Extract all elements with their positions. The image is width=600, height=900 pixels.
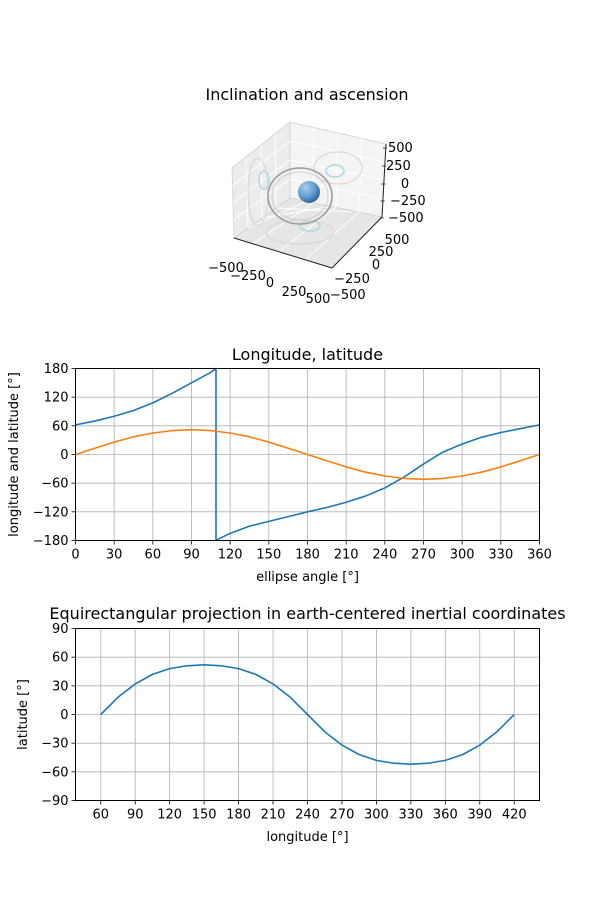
axis-z-line: [381, 143, 387, 218]
y-tick-label: 180: [44, 362, 69, 377]
x-tick-label: 210: [334, 548, 359, 563]
x-tick-label: 180: [295, 548, 320, 563]
y-tick-label: −90: [41, 794, 68, 809]
y-tick-label: 30: [52, 679, 69, 694]
series-line-2: [75, 428, 540, 481]
y-tick-label: 60: [52, 419, 69, 434]
z-tick-label-3d: 250: [386, 159, 411, 174]
z-tick-label-3d: −250: [390, 194, 426, 209]
y-tick-label: −30: [41, 737, 68, 752]
y-tick-label: −120: [33, 505, 69, 520]
x-tick-label: 300: [364, 808, 389, 823]
y-tick-label-3d: 250: [369, 245, 394, 260]
x-tick-label: 360: [527, 548, 552, 563]
x-tick-label: 210: [261, 808, 286, 823]
x-tick-label: 60: [145, 548, 162, 563]
y-tick-label: 90: [52, 622, 69, 637]
x-tick-label: 0: [71, 548, 79, 563]
y-tick-label: 60: [52, 651, 69, 666]
y-tick-label-3d: 500: [385, 233, 410, 248]
y-tick-label: 0: [60, 708, 68, 723]
y-axis-label-3: latitude [°]: [16, 679, 31, 750]
y-tick-label: −60: [41, 477, 68, 492]
axis-x-line: [233, 237, 333, 269]
x-tick-label-3d: −500: [208, 261, 244, 276]
y-tick-label: −60: [41, 765, 68, 780]
inclination-3d-panel: Inclination and ascension: [205, 85, 425, 307]
projection-back: [325, 164, 345, 178]
x-tick-label-3d: 250: [282, 285, 307, 300]
x-tick-label: 90: [183, 548, 200, 563]
earth-sphere: [298, 181, 320, 203]
y-tick-label-3d: −250: [334, 272, 370, 287]
orbit-ring-inner: [271, 171, 329, 221]
series-line-1: [75, 367, 540, 542]
y-tick-label-3d: −500: [330, 288, 366, 303]
x-tick-label: 270: [330, 808, 355, 823]
y-axis-label-2: longitude and latitude [°]: [7, 372, 22, 537]
x-tick-label: 150: [256, 548, 281, 563]
x-tick-label: 150: [192, 808, 217, 823]
y-tick-label-3d: 0: [372, 258, 380, 273]
x-tick-label-3d: 0: [266, 276, 274, 291]
x-tick-label: 180: [226, 808, 251, 823]
x-tick-label: 270: [411, 548, 436, 563]
z-tick-label-3d: −500: [388, 211, 424, 226]
orbit-ring: [267, 167, 333, 225]
equirectangular-panel: Equirectangular projection in earth-cent…: [16, 604, 566, 845]
x-tick-label: 330: [488, 548, 513, 563]
x-tick-label: 30: [106, 548, 123, 563]
chart-title-3: Equirectangular projection in earth-cent…: [49, 604, 565, 623]
x-tick-label: 360: [433, 808, 458, 823]
x-tick-label: 240: [295, 808, 320, 823]
z-tick-label-3d: 0: [401, 177, 409, 192]
x-tick-label-3d: −250: [230, 269, 266, 284]
y-tick-label: 0: [60, 448, 68, 463]
x-tick-label: 120: [157, 808, 182, 823]
x-tick-label: 120: [218, 548, 243, 563]
chart-title-2: Longitude, latitude: [232, 345, 383, 364]
longitude-latitude-panel: Longitude, latitude 0 30 60 90 120 150 180 210 2…: [7, 345, 552, 585]
orbit-trace-back: [313, 151, 363, 185]
x-tick-label: 60: [92, 808, 109, 823]
axis-y-line: [331, 216, 383, 269]
x-tick-label-3d: 500: [306, 292, 331, 307]
x-tick-label: 390: [467, 808, 492, 823]
x-axis-label-2: ellipse angle [°]: [256, 570, 359, 585]
x-axis-label-3: longitude [°]: [266, 830, 348, 845]
series-line-1: [100, 664, 515, 765]
x-tick-label: 300: [450, 548, 475, 563]
x-tick-label: 240: [372, 548, 397, 563]
projection-left: [258, 170, 270, 190]
x-tick-label: 330: [398, 808, 423, 823]
chart-title-3d: Inclination and ascension: [205, 85, 408, 104]
z-tick-label-3d: 500: [388, 141, 413, 156]
y-tick-label: −180: [33, 534, 69, 549]
y-tick-label: 120: [44, 391, 69, 406]
x-tick-label: 90: [127, 808, 144, 823]
x-tick-label: 420: [502, 808, 527, 823]
